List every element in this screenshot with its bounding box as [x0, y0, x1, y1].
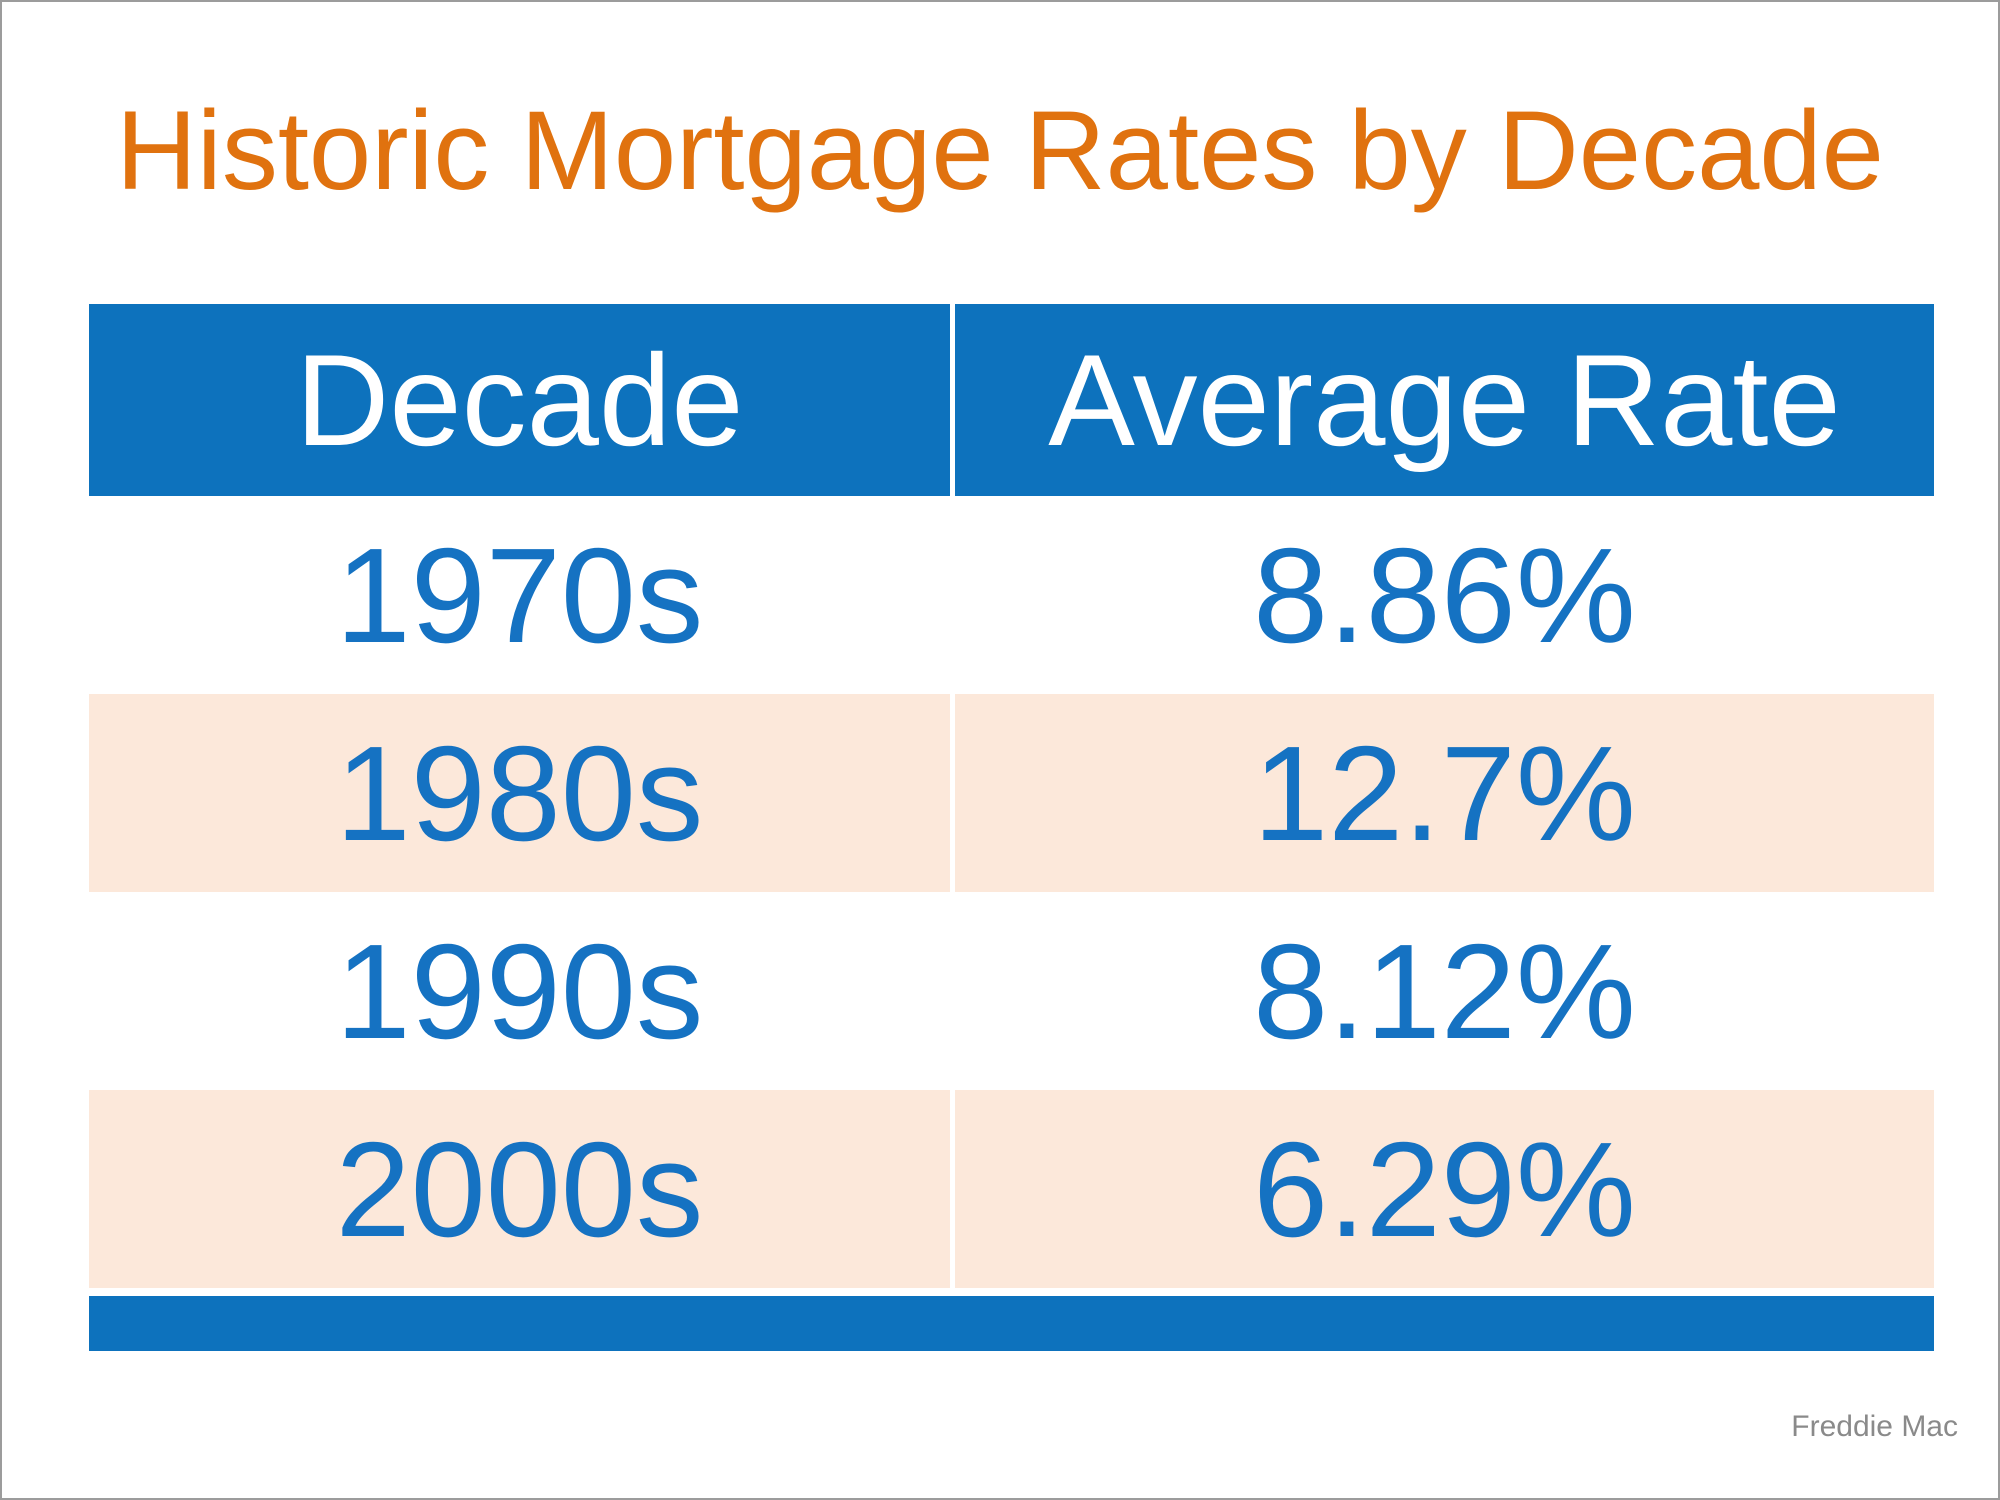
decade-cell: 1970s — [335, 519, 704, 671]
decade-cell: 1990s — [335, 915, 704, 1067]
rate-cell: 8.86% — [1253, 519, 1636, 671]
rate-cell: 8.12% — [1253, 915, 1636, 1067]
table-row: 2000s 6.29% — [89, 1090, 1934, 1288]
column-header-decade: Decade — [295, 327, 744, 473]
decade-cell: 2000s — [335, 1113, 704, 1265]
mortgage-rates-table: Decade Average Rate 1970s 8.86% 1980s 12… — [89, 304, 1934, 1288]
rate-cell: 6.29% — [1253, 1113, 1636, 1265]
column-divider — [950, 496, 955, 694]
table-row: 1970s 8.86% — [89, 496, 1934, 694]
column-divider — [950, 694, 955, 892]
rate-cell: 12.7% — [1253, 717, 1636, 869]
page-title: Historic Mortgage Rates by Decade — [116, 88, 1884, 213]
decade-cell: 1980s — [335, 717, 704, 869]
source-attribution: Freddie Mac — [1791, 1410, 1958, 1443]
column-divider — [950, 1090, 955, 1288]
bottom-accent-bar — [89, 1296, 1934, 1351]
table-header-row: Decade Average Rate — [89, 304, 1934, 496]
table-row: 1980s 12.7% — [89, 694, 1934, 892]
column-divider — [950, 892, 955, 1090]
table-row: 1990s 8.12% — [89, 892, 1934, 1090]
column-divider — [950, 304, 955, 496]
column-header-average-rate: Average Rate — [1048, 327, 1841, 473]
